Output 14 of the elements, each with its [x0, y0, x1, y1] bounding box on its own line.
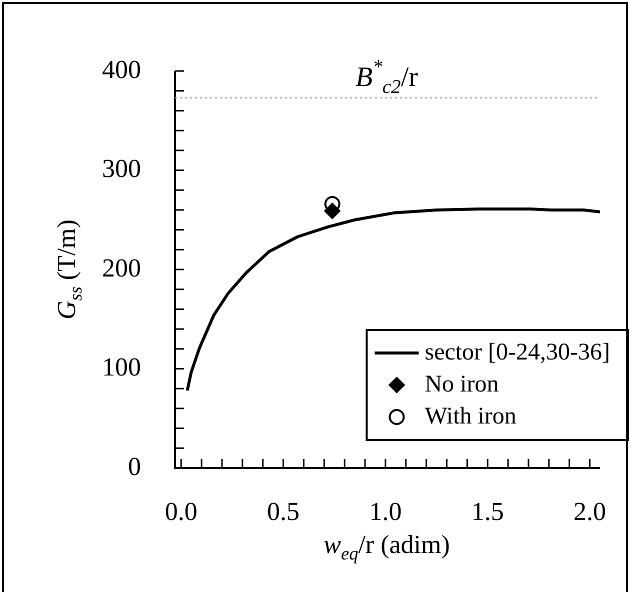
legend-label: With iron — [424, 403, 516, 430]
y-tick-label: 400 — [102, 54, 141, 84]
x-tick-label: 0.0 — [164, 496, 198, 526]
y-tick-label: 0 — [128, 452, 141, 481]
x-tick-label: 0.5 — [267, 496, 300, 526]
x-tick-label: 1.0 — [369, 496, 402, 526]
x-tick-label: 2.0 — [574, 496, 606, 526]
y-axis-title: Gss (T/m) — [52, 219, 86, 320]
y-tick-label: 100 — [102, 352, 141, 382]
x-tick-label: 1.5 — [471, 496, 504, 526]
y-tick-label: 200 — [102, 253, 141, 282]
legend-label: No iron — [424, 371, 499, 398]
y-tick-label: 300 — [102, 154, 141, 184]
legend-label: sector [0-24,30-36] — [424, 339, 610, 366]
